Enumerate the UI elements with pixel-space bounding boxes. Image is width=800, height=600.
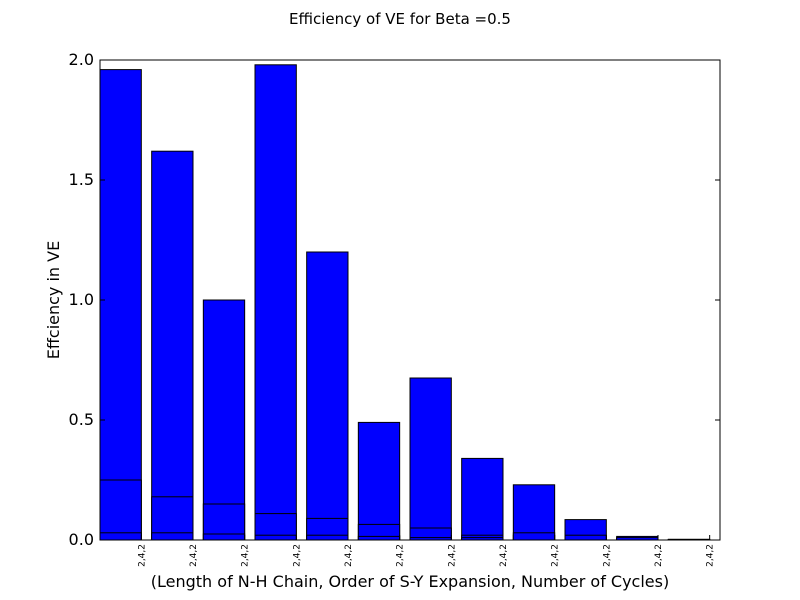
x-tick-label-7: 2,4,2 [447,544,457,567]
bars-group [99,64,711,541]
bar-series3-1 [99,532,142,541]
x-tick-label-3: 2,4,2 [241,544,251,567]
bar-series1-5 [306,251,349,541]
y-axis-label: Effciency in VE [44,241,63,359]
bar-series1-8 [461,457,504,541]
bar-series1-2 [151,150,194,541]
y-axis: 0.0 0.5 1.0 1.5 2.0 [69,50,720,549]
bar-series3-2 [151,532,194,541]
x-tick-label-4: 2,4,2 [292,544,302,567]
bar-series1-1 [99,69,142,541]
x-axis-label: (Length of N-H Chain, Order of S-Y Expan… [151,572,669,591]
bar-series1-7 [409,377,452,541]
bar-series1-3 [202,299,246,541]
y-tick-label-1: 0.0 [69,530,94,549]
bar-series3-4 [254,534,297,541]
x-tick-label-9: 2,4,2 [551,544,561,567]
bar-series1-6 [357,421,401,541]
y-tick-label-3: 1.0 [69,290,94,309]
bar-series3-9 [512,532,556,541]
bar-series3-3 [202,533,246,541]
bar-series1-4 [254,64,297,541]
y-tick-label-4: 1.5 [69,170,94,189]
x-tick-label-12: 2,4,2 [706,544,716,567]
x-tick-label-2: 2,4,2 [189,544,199,567]
bar-series1-9 [512,484,556,541]
y-tick-label-2: 0.5 [69,410,94,429]
x-tick-label-8: 2,4,2 [499,544,509,567]
bar-series3-10 [564,534,607,541]
x-tick-label-6: 2,4,2 [396,544,406,567]
x-tick-label-10: 2,4,2 [602,544,612,567]
x-tick-label-11: 2,4,2 [654,544,664,567]
bar-series3-6 [357,535,401,541]
x-tick-label-5: 2,4,2 [344,544,354,567]
x-tick-label-1: 2,4,2 [137,544,147,567]
y-tick-label-5: 2.0 [69,50,94,69]
x-axis: 2,4,2 2,4,2 2,4,2 2,4,2 2,4,2 2,4,2 2,4,2 2,4,2… [137,535,716,567]
chart-title: Efficiency of VE for Beta =0.5 [289,10,511,28]
bar-series3-5 [306,534,349,541]
bar-series2-1 [99,479,142,541]
